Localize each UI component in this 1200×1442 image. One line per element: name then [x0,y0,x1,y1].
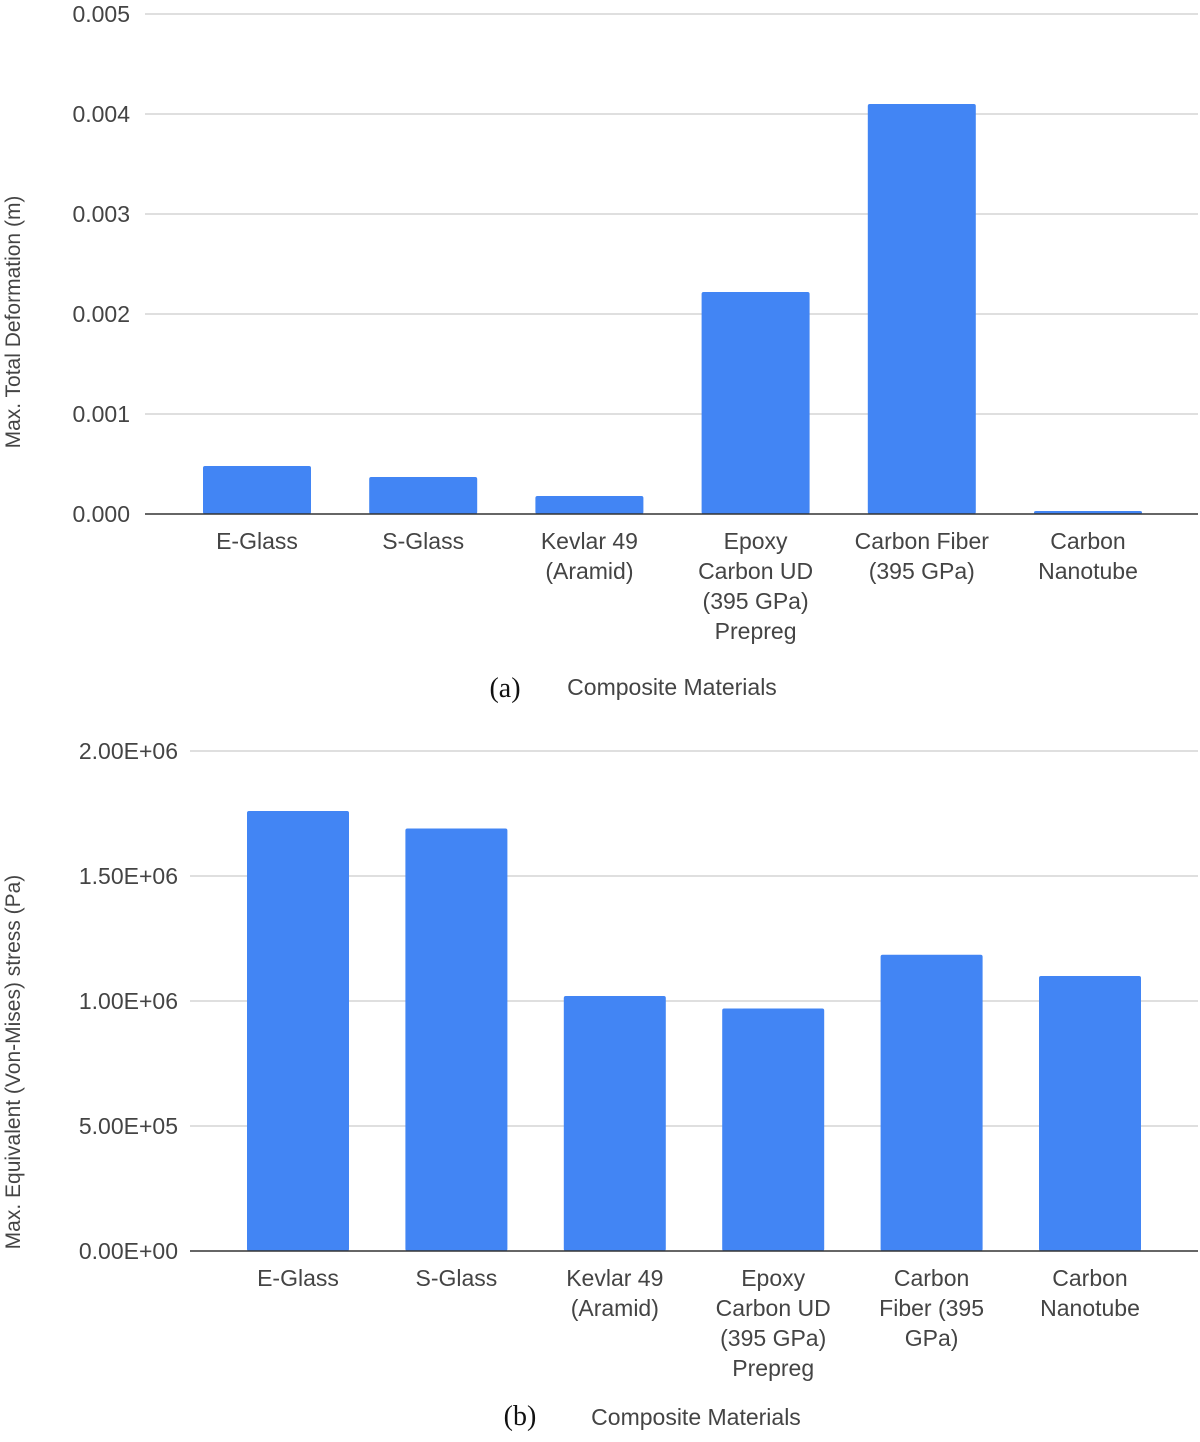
chart-b-x-axis-title: Composite Materials [591,1404,801,1430]
chart-a-category-line: (Aramid) [545,558,633,584]
chart-a-category-label: S-Glass [382,528,464,554]
chart-a-deformation: 0.000 0.001 0.002 0.003 0.004 0.005 E-Glass S-G… [2,1,1198,704]
chart-a-category-line: Kevlar 49 [541,528,638,554]
chart-a-category-label: E-Glass [216,528,298,554]
chart-a-bar [203,466,311,514]
chart-b-bar [563,996,666,1251]
chart-b-category-line: Fiber (395 [879,1295,984,1321]
chart-a-bar [535,496,644,514]
chart-b-category-line: Carbon [894,1265,969,1291]
chart-b-category-line: Prepreg [732,1355,814,1381]
chart-b-category-label: Carbon Nanotube [1040,1265,1140,1321]
chart-a-category-line: Prepreg [715,618,797,644]
chart-b-category-line: E-Glass [257,1265,339,1291]
chart-a-category-line: Carbon [1050,528,1125,554]
chart-a-ytick-label: 0.000 [72,501,130,527]
chart-b-bar [405,828,508,1251]
chart-b-bar [247,811,349,1251]
chart-a-bar [369,477,478,514]
chart-a-x-axis-title: Composite Materials [567,674,777,700]
chart-a-panel-label: (a) [489,673,520,704]
chart-b-category-label: S-Glass [416,1265,498,1291]
chart-b-y-axis-title: Max. Equivalent (Von-Mises) stress (Pa) [2,875,25,1250]
chart-b-category-line: Epoxy [741,1265,805,1291]
chart-a-ytick-label: 0.005 [72,1,130,27]
chart-b-stress: 0.00E+00 5.00E+05 1.00E+06 1.50E+06 2.00E+06… [2,738,1198,1432]
chart-b-ytick-label: 2.00E+06 [79,738,178,764]
chart-a-category-line: (395 GPa) [869,558,975,584]
chart-b-bar [1039,976,1141,1251]
chart-b-category-line: Kevlar 49 [566,1265,663,1291]
chart-b-ytick-label: 5.00E+05 [79,1113,178,1139]
chart-a-category-line: Epoxy [724,528,788,554]
chart-a-bar [701,292,810,514]
chart-b-category-line: Carbon [1052,1265,1127,1291]
chart-b-category-line: GPa) [905,1325,959,1351]
chart-b-bar [880,954,983,1251]
chart-a-ytick-label: 0.004 [72,101,130,127]
chart-b-category-label: E-Glass [257,1265,339,1291]
chart-b-ytick-label: 1.50E+06 [79,863,178,889]
chart-a-category-line: S-Glass [382,528,464,554]
chart-a-category-label: Carbon Nanotube [1038,528,1138,584]
chart-a-category-label: Epoxy Carbon UD (395 GPa) Prepreg [698,528,813,644]
chart-b-category-line: (395 GPa) [720,1325,826,1351]
chart-b-bar [722,1008,825,1251]
chart-a-bar [867,104,976,514]
chart-b-category-line: Carbon UD [716,1295,831,1321]
chart-b-category-line: (Aramid) [571,1295,659,1321]
chart-b-ytick-label: 0.00E+00 [79,1238,178,1264]
chart-a-ytick-label: 0.003 [72,201,130,227]
chart-b-panel-label: (b) [504,1401,537,1432]
chart-b-category-line: S-Glass [416,1265,498,1291]
chart-a-category-label: Carbon Fiber (395 GPa) [855,528,990,584]
chart-a-category-line: Carbon UD [698,558,813,584]
chart-a-category-label: Kevlar 49 (Aramid) [541,528,638,584]
chart-b-ytick-label: 1.00E+06 [79,988,178,1014]
chart-a-category-line: Carbon Fiber [855,528,990,554]
chart-a-category-line: Nanotube [1038,558,1138,584]
chart-b-category-line: Nanotube [1040,1295,1140,1321]
chart-a-category-line: (395 GPa) [703,588,809,614]
chart-a-ytick-label: 0.001 [72,401,130,427]
chart-b-category-label: Epoxy Carbon UD (395 GPa) Prepreg [716,1265,831,1381]
chart-a-y-axis-title: Max. Total Deformation (m) [2,196,25,449]
chart-a-ytick-label: 0.002 [72,301,130,327]
chart-b-category-label: Carbon Fiber (395 GPa) [879,1265,984,1351]
chart-a-category-line: E-Glass [216,528,298,554]
chart-b-category-label: Kevlar 49 (Aramid) [566,1265,663,1321]
